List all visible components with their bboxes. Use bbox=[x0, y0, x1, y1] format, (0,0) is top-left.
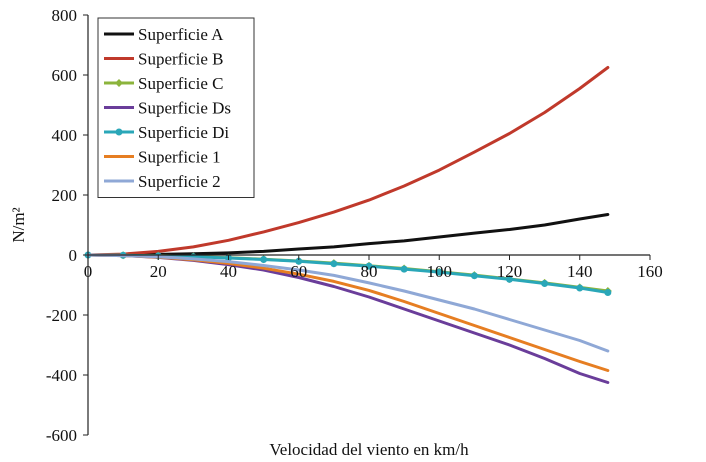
legend-items: Superficie A Superficie B Superficie C Supe… bbox=[104, 25, 231, 191]
series-7 bbox=[86, 253, 610, 353]
legend-item: Superficie Di bbox=[104, 123, 229, 142]
y-tick-label: 400 bbox=[52, 126, 78, 145]
x-tick-label: 100 bbox=[427, 262, 453, 281]
legend-label: Superficie 2 bbox=[138, 172, 221, 191]
x-axis-title: Velocidad del viento en km/h bbox=[269, 440, 469, 459]
x-tick-label: 40 bbox=[220, 262, 237, 281]
legend-item: Superficie Ds bbox=[104, 99, 231, 118]
x-tick-label: 80 bbox=[361, 262, 378, 281]
x-tick-label: 60 bbox=[290, 262, 307, 281]
data-point bbox=[260, 256, 268, 263]
x-tick-label: 120 bbox=[497, 262, 523, 281]
y-tick-label: -200 bbox=[46, 306, 77, 325]
legend-label: Superficie C bbox=[138, 74, 223, 93]
legend-label: Superficie A bbox=[138, 25, 224, 44]
legend: Superficie A Superficie B Superficie C Supe… bbox=[97, 17, 255, 198]
x-tick-label: 160 bbox=[637, 262, 663, 281]
legend-item: Superficie 1 bbox=[104, 148, 221, 167]
series-line bbox=[86, 66, 610, 257]
y-tick-label: -400 bbox=[46, 366, 77, 385]
series-1 bbox=[86, 213, 610, 257]
legend-label: Superficie B bbox=[138, 50, 223, 69]
legend-label: Superficie Ds bbox=[138, 99, 231, 118]
data-point bbox=[330, 260, 338, 268]
series-2 bbox=[86, 66, 610, 257]
data-point bbox=[470, 272, 478, 280]
legend-item: Superficie 2 bbox=[104, 172, 221, 191]
y-tick-label: 0 bbox=[69, 246, 78, 265]
x-tick-label: 140 bbox=[567, 262, 593, 281]
ticks-layer: 0 20 40 60 80 100 120 140 160 800 600 400 200 0 -200 -4… bbox=[46, 6, 663, 445]
x-tick-label: 20 bbox=[150, 262, 167, 281]
y-axis-title: N/m² bbox=[9, 207, 28, 242]
legend-marker bbox=[115, 79, 123, 87]
data-point bbox=[400, 265, 408, 273]
legend-item: Superficie B bbox=[104, 50, 223, 69]
y-tick-label: 200 bbox=[52, 186, 78, 205]
y-tick-label: 600 bbox=[52, 66, 78, 85]
legend-marker bbox=[115, 128, 123, 136]
data-point bbox=[506, 275, 513, 283]
series-line bbox=[86, 213, 610, 257]
series-line bbox=[86, 253, 610, 353]
data-point bbox=[576, 284, 584, 292]
x-tick-label: 0 bbox=[84, 262, 93, 281]
legend-label: Superficie Di bbox=[138, 123, 229, 142]
y-tick-label: 800 bbox=[52, 6, 78, 25]
data-point bbox=[435, 268, 443, 276]
data-point bbox=[365, 262, 373, 270]
data-point bbox=[295, 257, 303, 265]
y-tick-label: -600 bbox=[46, 426, 77, 445]
legend-label: Superficie 1 bbox=[138, 148, 221, 167]
legend-item: Superficie C bbox=[104, 74, 223, 93]
data-point bbox=[604, 289, 612, 296]
data-point bbox=[541, 280, 549, 287]
legend-item: Superficie A bbox=[104, 25, 224, 44]
series-layer bbox=[84, 66, 612, 384]
